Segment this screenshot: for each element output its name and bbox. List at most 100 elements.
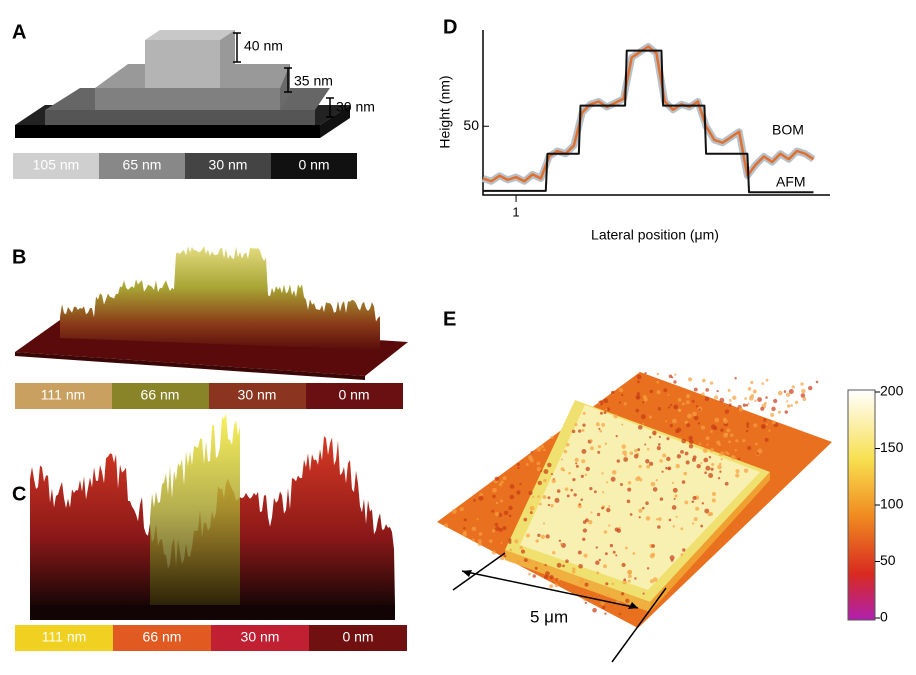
texture xyxy=(444,523,448,527)
texture xyxy=(711,424,716,429)
texture xyxy=(625,599,629,603)
texture xyxy=(656,479,658,481)
texture xyxy=(710,468,713,471)
scale-label: 66 nm xyxy=(141,387,180,403)
texture xyxy=(548,504,550,506)
texture xyxy=(615,554,617,556)
scale-label: 30 nm xyxy=(209,157,248,173)
texture xyxy=(531,451,533,453)
texture xyxy=(723,433,728,438)
texture xyxy=(766,423,768,425)
texture xyxy=(687,414,692,419)
texture xyxy=(642,423,644,425)
scale-label: 30 nm xyxy=(238,387,277,403)
texture xyxy=(650,579,654,583)
texture xyxy=(674,494,677,497)
texture xyxy=(678,409,681,412)
texture xyxy=(696,464,700,468)
texture xyxy=(562,564,565,567)
texture xyxy=(479,532,483,536)
texture xyxy=(479,496,484,501)
texture xyxy=(656,381,659,384)
texture xyxy=(743,403,746,406)
texture xyxy=(582,429,585,432)
texture xyxy=(689,444,693,448)
texture xyxy=(575,423,578,426)
texture xyxy=(778,411,781,414)
texture xyxy=(669,519,672,522)
texture xyxy=(801,393,806,398)
texture xyxy=(517,560,521,564)
texture xyxy=(657,446,661,450)
texture xyxy=(581,475,584,478)
scale-label: 0 nm xyxy=(298,157,329,173)
texture xyxy=(706,436,710,440)
texture xyxy=(492,495,495,498)
texture xyxy=(561,458,563,460)
texture xyxy=(728,440,731,443)
texture xyxy=(731,455,736,460)
texture xyxy=(677,454,681,458)
texture xyxy=(629,451,633,455)
texture xyxy=(572,430,576,434)
texture xyxy=(789,389,794,394)
texture xyxy=(696,405,698,407)
texture xyxy=(704,471,707,474)
texture xyxy=(592,608,597,613)
surface xyxy=(30,413,395,620)
texture xyxy=(566,443,570,447)
texture xyxy=(583,528,587,532)
texture xyxy=(683,472,687,476)
texture xyxy=(659,436,661,438)
texture xyxy=(786,400,788,402)
texture xyxy=(612,470,617,475)
texture xyxy=(698,422,700,424)
texture xyxy=(600,412,603,415)
texture xyxy=(695,507,699,511)
texture xyxy=(590,446,594,450)
texture xyxy=(787,404,790,407)
texture xyxy=(644,443,646,445)
texture xyxy=(761,382,764,385)
x-axis-label: Lateral position (μm) xyxy=(591,227,719,243)
texture xyxy=(729,399,732,402)
texture xyxy=(590,511,592,513)
texture xyxy=(657,373,659,375)
texture xyxy=(642,507,645,510)
texture xyxy=(597,513,600,516)
texture xyxy=(462,532,467,537)
texture xyxy=(698,408,700,410)
texture xyxy=(579,503,581,505)
texture xyxy=(572,570,576,574)
texture xyxy=(598,445,601,448)
texture xyxy=(684,501,688,505)
texture xyxy=(608,505,610,507)
texture xyxy=(492,488,497,493)
texture xyxy=(583,412,586,415)
texture xyxy=(701,392,704,395)
texture xyxy=(643,395,647,399)
texture xyxy=(657,525,661,529)
texture xyxy=(578,564,583,569)
texture xyxy=(537,467,541,471)
texture xyxy=(535,567,538,570)
texture xyxy=(460,507,464,511)
texture xyxy=(637,375,642,380)
texture xyxy=(502,476,506,480)
texture xyxy=(662,454,666,458)
texture xyxy=(719,471,721,473)
texture xyxy=(723,419,728,424)
texture xyxy=(544,575,548,579)
texture xyxy=(671,559,674,562)
texture xyxy=(670,424,673,427)
texture xyxy=(699,443,702,446)
texture xyxy=(551,436,554,439)
texture xyxy=(495,526,500,531)
colorbar-label: 0 xyxy=(880,609,888,625)
texture xyxy=(627,500,631,504)
texture xyxy=(621,563,625,567)
texture xyxy=(744,397,747,400)
texture xyxy=(628,580,631,583)
texture xyxy=(694,388,698,392)
texture xyxy=(717,465,722,470)
